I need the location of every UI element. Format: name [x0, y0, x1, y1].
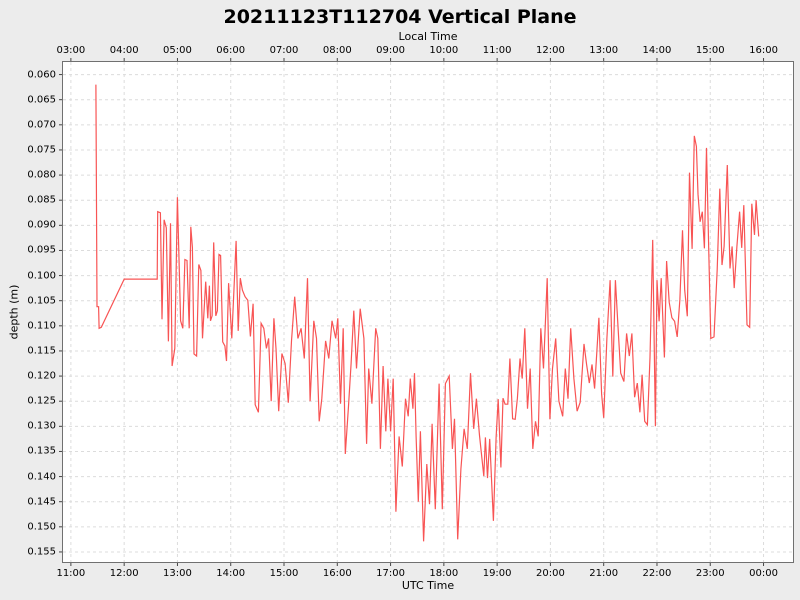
bottom-tick-label: 19:00 — [482, 568, 512, 579]
bottom-tick-label: 22:00 — [642, 568, 672, 579]
top-tick-label: 05:00 — [163, 45, 192, 56]
top-tick-label: 06:00 — [216, 45, 246, 56]
bottom-tick-label: 16:00 — [322, 568, 352, 579]
bottom-tick-label: 14:00 — [216, 568, 246, 579]
top-tick-label: 12:00 — [535, 45, 565, 56]
y-tick-label: 0.095 — [27, 244, 56, 256]
top-tick-label: 04:00 — [109, 45, 139, 56]
top-tick-label: 11:00 — [482, 45, 512, 56]
y-tick-label: 0.075 — [27, 144, 56, 156]
y-tick-label: 0.065 — [27, 94, 56, 106]
bottom-tick-label: 23:00 — [695, 568, 725, 579]
y-tick-label: 0.080 — [27, 169, 56, 181]
bottom-axis-title: UTC Time — [401, 579, 455, 592]
top-tick-label: 09:00 — [376, 45, 405, 56]
y-tick-label: 0.060 — [27, 69, 56, 81]
chart-title: 20211123T112704 Vertical Plane — [223, 6, 577, 28]
y-tick-label: 0.155 — [27, 546, 56, 558]
plot-border — [62, 61, 794, 563]
y-tick-label: 0.145 — [27, 496, 56, 508]
y-tick-label: 0.150 — [27, 521, 56, 533]
y-tick-label: 0.120 — [27, 370, 56, 382]
top-tick-label: 14:00 — [642, 45, 672, 56]
bottom-tick-label: 11:00 — [56, 568, 86, 579]
bottom-tick-label: 21:00 — [589, 568, 619, 579]
bottom-tick-label: 18:00 — [429, 568, 459, 579]
bottom-tick-label: 00:00 — [749, 568, 778, 579]
bottom-tick-label: 13:00 — [163, 568, 192, 579]
y-tick-label: 0.100 — [27, 270, 56, 282]
top-tick-label: 13:00 — [589, 45, 619, 56]
bottom-tick-label: 20:00 — [535, 568, 565, 579]
y-tick-label: 0.090 — [27, 219, 56, 231]
y-tick-label: 0.130 — [27, 420, 56, 432]
top-tick-label: 16:00 — [749, 45, 778, 56]
top-tick-label: 03:00 — [56, 45, 86, 56]
top-tick-label: 15:00 — [695, 45, 725, 56]
depth-line — [95, 84, 760, 542]
y-tick-label: 0.105 — [27, 295, 56, 307]
y-tick-label: 0.070 — [27, 119, 56, 131]
y-tick-label: 0.085 — [27, 194, 56, 206]
top-tick-label: 07:00 — [269, 45, 299, 56]
y-tick-label: 0.110 — [27, 320, 56, 332]
top-tick-label: 08:00 — [322, 45, 352, 56]
y-tick-label: 0.115 — [27, 345, 56, 357]
bottom-tick-label: 17:00 — [376, 568, 405, 579]
top-axis-title: Local Time — [398, 30, 458, 43]
bottom-tick-label: 12:00 — [109, 568, 139, 579]
bottom-tick-label: 15:00 — [269, 568, 299, 579]
y-tick-label: 0.135 — [27, 445, 56, 457]
top-tick-label: 10:00 — [429, 45, 459, 56]
y-tick-label: 0.140 — [27, 471, 56, 483]
y-tick-label: 0.125 — [27, 395, 56, 407]
